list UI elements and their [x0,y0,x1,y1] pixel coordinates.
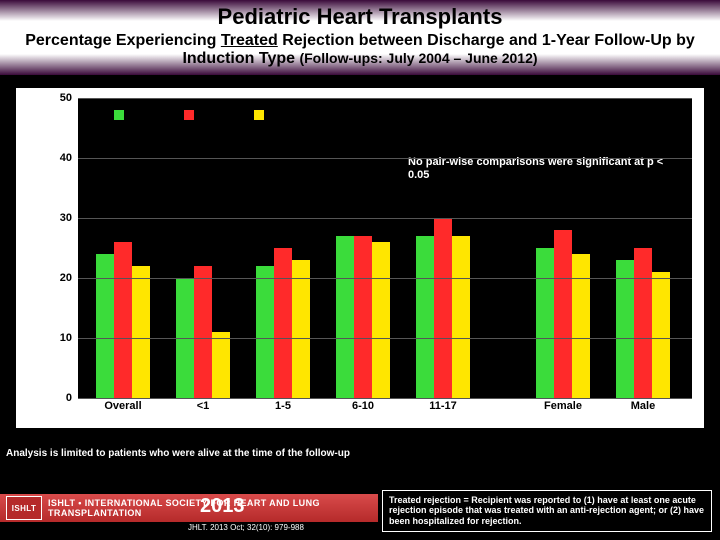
subtitle-paren: (Follow-ups: July 2004 – June 2012) [299,50,537,66]
xtick-label: <1 [197,400,210,412]
ytick-label: 20 [60,272,72,284]
analysis-note: Analysis is limited to patients who were… [6,448,376,460]
bar [634,248,652,398]
bar [212,332,230,398]
bar [132,266,150,398]
bar [434,218,452,398]
xtick-label: 6-10 [352,400,374,412]
bar [572,254,590,398]
xtick-label: 1-5 [275,400,291,412]
definition-box: Treated rejection = Recipient was report… [382,490,712,532]
bar [652,272,670,398]
gridline [78,98,692,99]
bar [256,266,274,398]
gridline [78,158,692,159]
bar [616,260,634,398]
bar [114,242,132,398]
ytick-label: 10 [60,332,72,344]
bar [274,248,292,398]
ytick-label: 30 [60,212,72,224]
xtick-label: 11-17 [429,400,457,412]
bar [194,266,212,398]
year: 2013 [200,495,245,518]
xtick-label: Male [631,400,655,412]
gridline [78,218,692,219]
bar [452,236,470,398]
bar [292,260,310,398]
subtitle: Percentage Experiencing Treated Rejectio… [0,32,720,69]
ytick-label: 0 [66,392,72,404]
citation: JHLT. 2013 Oct; 32(10): 979-988 [188,523,304,532]
bars-container [78,98,692,398]
gridline [78,278,692,279]
ishlt-band: ISHLT ISHLT • INTERNATIONAL SOCIETY FOR … [0,494,378,522]
header-band: Pediatric Heart Transplants Percentage E… [0,0,720,75]
bar [96,254,114,398]
bar [372,242,390,398]
subtitle-underlined: Treated [221,32,278,49]
ytick-label: 40 [60,152,72,164]
bar [354,236,372,398]
gridline [78,338,692,339]
bar [416,236,434,398]
bar [554,230,572,398]
page-title: Pediatric Heart Transplants [0,4,720,30]
x-axis-labels: Overall <1 1-5 6-10 11-17 Female Male [78,400,692,420]
gridline [78,398,692,399]
subtitle-pre: Percentage Experiencing [25,32,221,49]
ishlt-logo: ISHLT [6,496,42,520]
xtick-label: Female [544,400,582,412]
bar [336,236,354,398]
bar [536,248,554,398]
plot-area: No pair-wise comparisons were significan… [78,98,692,398]
chart-area: % experiencing treated rejection within … [16,88,704,428]
xtick-label: Overall [104,400,141,412]
ytick-label: 50 [60,92,72,104]
